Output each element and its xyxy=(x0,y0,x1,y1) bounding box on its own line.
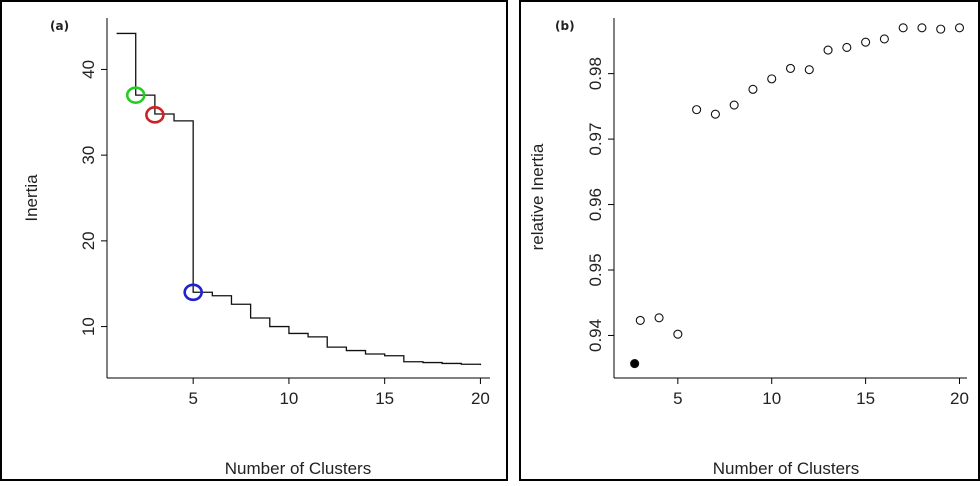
x-tick-label: 5 xyxy=(188,389,197,408)
chart-panel-b: (b) 5 10 15 20 0.94 0.95 0.96 0.97 0.98 Number o… xyxy=(519,0,980,481)
inertia-chart: (a) 5 10 15 20 10 20 30 40 Number of Clusters I… xyxy=(0,0,508,481)
x-axis-title: Number of Clusters xyxy=(225,459,371,478)
data-point xyxy=(655,314,663,322)
y-tick-label: 40 xyxy=(79,60,98,79)
y-tick-label: 0.94 xyxy=(586,319,605,352)
x-tick-label: 20 xyxy=(471,389,490,408)
y-axis-title: relative Inertia xyxy=(528,143,547,250)
y-tick-label: 10 xyxy=(79,317,98,336)
x-tick-label: 10 xyxy=(762,389,781,408)
relative-inertia-chart: (b) 5 10 15 20 0.94 0.95 0.96 0.97 0.98 Number o… xyxy=(519,0,980,481)
x-tick-label: 15 xyxy=(856,389,875,408)
data-point xyxy=(693,106,701,114)
chart-panel-a: (a) 5 10 15 20 10 20 30 40 Number of Clusters I… xyxy=(0,0,508,481)
y-tick-label: 20 xyxy=(79,231,98,250)
data-point xyxy=(636,316,644,324)
panel-label: (a) xyxy=(50,19,69,33)
y-axis-title: Inertia xyxy=(22,174,41,222)
data-point xyxy=(937,25,945,33)
x-tick-label: 20 xyxy=(950,389,969,408)
data-point xyxy=(711,110,719,118)
data-point xyxy=(805,66,813,74)
y-tick-label: 0.95 xyxy=(586,253,605,286)
y-tick-label: 0.97 xyxy=(586,123,605,156)
data-point xyxy=(768,75,776,83)
data-point xyxy=(674,330,682,338)
data-point xyxy=(749,85,757,93)
x-tick-label: 5 xyxy=(673,389,682,408)
data-point xyxy=(843,43,851,51)
x-axis-title: Number of Clusters xyxy=(713,459,859,478)
data-point xyxy=(955,24,963,32)
data-point xyxy=(824,46,832,54)
data-point xyxy=(880,35,888,43)
data-point xyxy=(862,38,870,46)
y-tick-label: 0.96 xyxy=(586,188,605,221)
panel-border xyxy=(1,1,507,480)
x-tick-label: 15 xyxy=(375,389,394,408)
data-point xyxy=(918,24,926,32)
y-tick-label: 0.98 xyxy=(586,57,605,90)
data-point xyxy=(631,360,639,368)
inertia-step-line xyxy=(117,33,481,365)
data-point xyxy=(730,101,738,109)
data-point xyxy=(787,64,795,72)
x-tick-label: 10 xyxy=(279,389,298,408)
panel-label: (b) xyxy=(555,19,575,33)
data-point xyxy=(899,24,907,32)
y-tick-label: 30 xyxy=(79,146,98,165)
